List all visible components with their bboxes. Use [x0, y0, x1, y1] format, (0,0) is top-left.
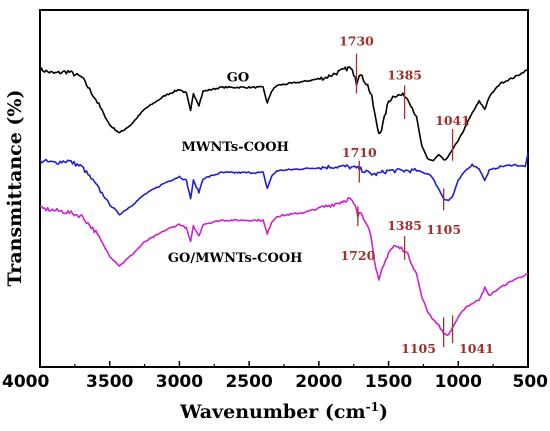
x-tick-label-6: 1500 [365, 372, 412, 392]
x-axis-ticks: 4000 3500 3000 2500 2000 1500 1000 500 [2, 361, 548, 392]
x-tick-label-1: 4000 [2, 372, 49, 392]
series-layer [39, 66, 529, 337]
series-line-1 [39, 66, 529, 162]
x-tick-label-2: 3500 [86, 372, 133, 392]
peak-label-3: 1041 [435, 113, 470, 128]
x-tick-label-8: 500 [513, 372, 549, 392]
x-axis-title-superscript: -1 [366, 400, 379, 414]
peak-label-6: 1720 [340, 248, 375, 263]
peak-label-1: 1730 [339, 34, 374, 49]
peak-label-7: 1385 [387, 218, 422, 233]
series-line-2 [39, 152, 529, 216]
x-tick-label-4: 2500 [225, 372, 272, 392]
peak-label-9: 1041 [459, 341, 494, 356]
peak-label-4: 1710 [342, 145, 377, 160]
annotation-layer: GO MWNTs-COOH GO/MWNTs-COOH 1730 1385 1041 171… [168, 34, 494, 356]
peak-label-2: 1385 [387, 67, 422, 82]
y-axis-title: Transmittance (%) [4, 90, 26, 287]
peak-label-5: 1105 [426, 222, 461, 237]
peak-label-8: 1105 [401, 341, 436, 356]
x-tick-label-5: 2000 [295, 372, 342, 392]
series-line-3 [39, 197, 528, 337]
x-tick-label-7: 1000 [435, 372, 482, 392]
series-label-2: MWNTs-COOH [182, 140, 289, 155]
x-tick-label-3: 3000 [156, 372, 203, 392]
series-label-1: GO [227, 70, 249, 85]
x-axis-title-close: ) [379, 401, 388, 423]
series-label-3: GO/MWNTs-COOH [168, 251, 303, 266]
x-axis-title-main: Wavenumber (cm [179, 401, 366, 423]
x-axis-title: Wavenumber (cm-1) [179, 400, 388, 423]
